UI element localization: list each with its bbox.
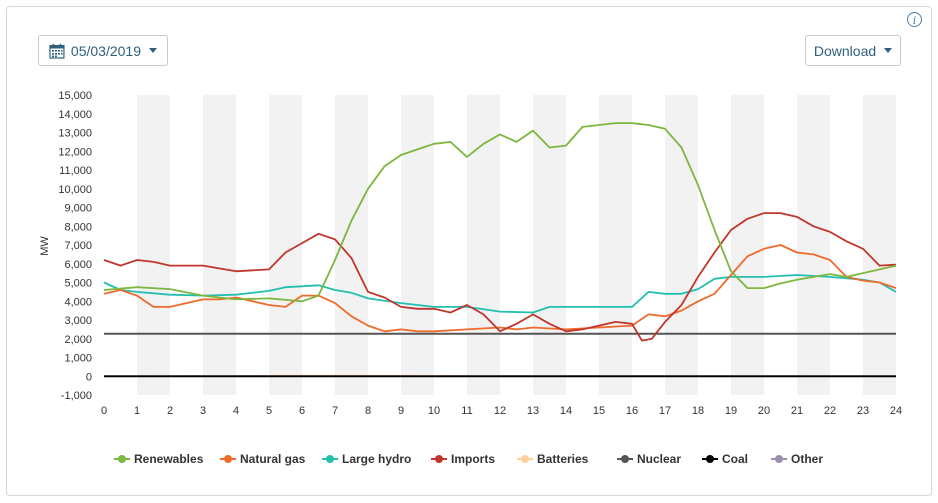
x-tick-label: 20 — [758, 405, 770, 417]
grid-band — [599, 95, 632, 395]
x-tick-label: 8 — [365, 405, 371, 417]
y-tick-label: 9,000 — [64, 203, 92, 215]
grid-band — [665, 95, 698, 395]
legend-marker-icon — [702, 455, 718, 463]
grid-band — [137, 95, 170, 395]
x-tick-label: 13 — [527, 405, 539, 417]
legend-item-nuclear[interactable]: Nuclear — [617, 452, 681, 466]
y-tick-label: 0 — [86, 371, 92, 383]
grid-band — [863, 95, 896, 395]
grid-band — [731, 95, 764, 395]
x-tick-label: 3 — [200, 405, 206, 417]
y-tick-label: 15,000 — [58, 90, 92, 102]
x-tick-label: 0 — [101, 405, 107, 417]
legend-item-renewables[interactable]: Renewables — [114, 452, 203, 466]
x-tick-label: 6 — [299, 405, 305, 417]
legend-label: Natural gas — [240, 452, 306, 466]
legend-item-batteries[interactable]: Batteries — [517, 452, 588, 466]
x-tick-label: 4 — [233, 405, 239, 417]
legend-label: Batteries — [537, 452, 589, 466]
legend-label: Nuclear — [637, 452, 682, 466]
series-line-renewables[interactable] — [103, 122, 897, 303]
y-axis-label: MW — [39, 236, 51, 256]
date-label: 05/03/2019 — [70, 42, 141, 59]
calendar-icon — [49, 43, 65, 59]
x-tick-label: 5 — [266, 405, 272, 417]
y-tick-label: 13,000 — [58, 128, 92, 140]
x-tick-label: 18 — [692, 405, 704, 417]
x-tick-label: 17 — [659, 405, 671, 417]
y-tick-label: 5,000 — [64, 278, 92, 290]
y-tick-label: 11,000 — [59, 165, 92, 177]
legend-marker-icon — [617, 455, 633, 463]
y-tick-label: 8,000 — [64, 221, 92, 233]
chevron-down-icon — [149, 48, 157, 53]
x-tick-label: 16 — [626, 405, 638, 417]
series-line-large-hydro[interactable] — [103, 274, 897, 314]
info-icon[interactable]: i — [907, 12, 922, 27]
grid-band — [401, 95, 434, 395]
x-tick-label: 11 — [461, 405, 472, 417]
x-tick-label: 10 — [428, 405, 440, 417]
y-tick-label: 6,000 — [64, 259, 92, 271]
legend-marker-icon — [771, 455, 787, 463]
y-tick-label: 14,000 — [58, 109, 92, 121]
legend-marker-icon — [322, 455, 338, 463]
legend-label: Renewables — [134, 452, 204, 466]
grid-band — [797, 95, 830, 395]
y-tick-label: 3,000 — [64, 315, 92, 327]
legend-item-other[interactable]: Other — [771, 452, 823, 466]
legend-marker-icon — [431, 455, 447, 463]
legend-marker-icon — [220, 455, 236, 463]
grid-band — [269, 95, 302, 395]
legend: Renewables Natural gas Large hydro Imports B… — [0, 452, 938, 470]
x-tick-label: 2 — [167, 405, 173, 417]
chevron-down-icon — [884, 48, 893, 53]
download-button[interactable]: Download — [805, 35, 901, 66]
x-tick-label: 14 — [560, 405, 572, 417]
download-label: Download — [813, 42, 877, 59]
legend-label: Coal — [722, 452, 749, 466]
y-tick-label: 1,000 — [64, 353, 92, 365]
x-tick-label: 21 — [791, 405, 803, 417]
date-picker-button[interactable]: 05/03/2019 — [38, 35, 168, 66]
legend-item-imports[interactable]: Imports — [431, 452, 495, 466]
x-tick-label: 22 — [824, 405, 836, 417]
x-tick-label: 23 — [857, 405, 869, 417]
legend-label: Imports — [451, 452, 496, 466]
x-tick-label: 24 — [890, 405, 902, 417]
x-tick-label: 9 — [398, 405, 404, 417]
x-tick-label: 7 — [332, 405, 338, 417]
legend-item-coal[interactable]: Coal — [702, 452, 748, 466]
grid-band — [533, 95, 566, 395]
legend-label: Other — [791, 452, 824, 466]
y-tick-label: 10,000 — [58, 184, 92, 196]
legend-label: Large hydro — [342, 452, 412, 466]
y-tick-label: 12,000 — [58, 146, 92, 158]
legend-marker-icon — [114, 455, 130, 463]
y-tick-label: 7,000 — [64, 240, 92, 252]
legend-item-large-hydro[interactable]: Large hydro — [322, 452, 411, 466]
series-line-imports[interactable] — [103, 212, 897, 342]
legend-item-natural-gas[interactable]: Natural gas — [220, 452, 305, 466]
x-tick-label: 1 — [134, 405, 140, 417]
grid-band — [203, 95, 236, 395]
y-tick-label: 2,000 — [64, 334, 92, 346]
x-tick-label: 15 — [593, 405, 605, 417]
grid-band — [467, 95, 500, 395]
y-tick-label: -1,000 — [61, 390, 92, 402]
x-tick-label: 19 — [725, 405, 737, 417]
x-tick-label: 12 — [494, 405, 506, 417]
y-tick-label: 4,000 — [64, 296, 92, 308]
legend-marker-icon — [517, 455, 533, 463]
